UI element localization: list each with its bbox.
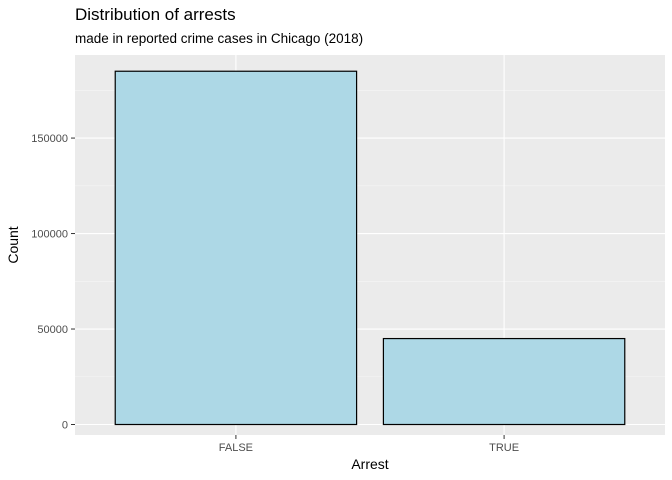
y-tick-label: 0 xyxy=(62,419,68,431)
chart-subtitle: made in reported crime cases in Chicago … xyxy=(75,31,364,46)
x-tick-label: TRUE xyxy=(489,442,519,454)
y-axis: 0 50000 100000 150000 xyxy=(31,133,75,431)
x-tick-label: FALSE xyxy=(219,442,253,454)
bar-true xyxy=(382,337,626,426)
x-axis-title: Arrest xyxy=(351,456,388,472)
y-tick-label: 150000 xyxy=(31,133,68,145)
bar-false xyxy=(114,70,358,426)
y-tick-label: 100000 xyxy=(31,229,68,241)
bars xyxy=(114,70,626,426)
chart-title: Distribution of arrests xyxy=(75,5,236,24)
y-axis-title: Count xyxy=(5,226,21,263)
x-axis: FALSE TRUE xyxy=(219,435,519,454)
y-tick-label: 50000 xyxy=(37,324,68,336)
